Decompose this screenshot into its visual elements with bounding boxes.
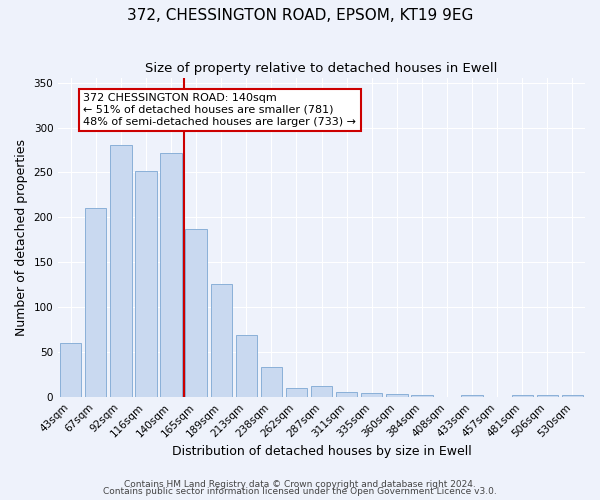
Bar	[261, 366, 282, 397]
Bar	[60, 344, 82, 397]
Text: Contains public sector information licensed under the Open Government Licence v3: Contains public sector information licen…	[103, 487, 497, 496]
Bar	[512, 396, 533, 397]
Y-axis label: Number of detached properties: Number of detached properties	[15, 139, 28, 336]
Bar	[160, 152, 182, 397]
Bar	[286, 388, 307, 397]
Bar	[537, 394, 558, 397]
Text: 372 CHESSINGTON ROAD: 140sqm
← 51% of detached houses are smaller (781)
48% of s: 372 CHESSINGTON ROAD: 140sqm ← 51% of de…	[83, 94, 356, 126]
Bar	[562, 394, 583, 397]
Text: 372, CHESSINGTON ROAD, EPSOM, KT19 9EG: 372, CHESSINGTON ROAD, EPSOM, KT19 9EG	[127, 8, 473, 22]
Bar	[311, 386, 332, 397]
Bar	[361, 392, 382, 397]
Bar	[236, 335, 257, 397]
Bar	[85, 208, 106, 397]
Title: Size of property relative to detached houses in Ewell: Size of property relative to detached ho…	[145, 62, 498, 76]
Bar	[211, 284, 232, 397]
Bar	[386, 394, 407, 397]
Bar	[110, 146, 131, 397]
Bar	[185, 229, 207, 397]
Bar	[136, 170, 157, 397]
Bar	[336, 392, 358, 397]
Text: Contains HM Land Registry data © Crown copyright and database right 2024.: Contains HM Land Registry data © Crown c…	[124, 480, 476, 489]
Bar	[461, 394, 483, 397]
X-axis label: Distribution of detached houses by size in Ewell: Distribution of detached houses by size …	[172, 444, 472, 458]
Bar	[411, 396, 433, 397]
